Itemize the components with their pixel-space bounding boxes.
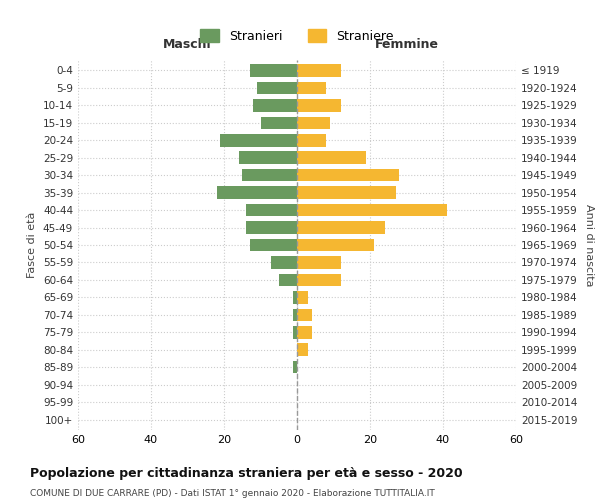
Bar	[293, 326, 297, 338]
Bar	[297, 256, 341, 268]
Bar	[279, 274, 297, 286]
Bar	[297, 291, 308, 304]
Bar	[242, 169, 297, 181]
Bar	[297, 116, 330, 129]
Bar	[293, 291, 297, 304]
Bar	[246, 204, 297, 216]
Bar	[297, 238, 374, 252]
Bar	[297, 186, 395, 199]
Bar	[293, 361, 297, 374]
Bar	[297, 152, 367, 164]
Bar	[217, 186, 297, 199]
Bar	[297, 344, 308, 356]
Y-axis label: Fasce di età: Fasce di età	[28, 212, 37, 278]
Bar	[220, 134, 297, 146]
Bar	[250, 64, 297, 77]
Bar	[271, 256, 297, 268]
Text: Maschi: Maschi	[163, 38, 212, 52]
Bar	[257, 82, 297, 94]
Bar	[260, 116, 297, 129]
Text: COMUNE DI DUE CARRARE (PD) - Dati ISTAT 1° gennaio 2020 - Elaborazione TUTTITALI: COMUNE DI DUE CARRARE (PD) - Dati ISTAT …	[30, 489, 435, 498]
Bar	[297, 64, 341, 77]
Text: Femmine: Femmine	[374, 38, 439, 52]
Bar	[297, 169, 399, 181]
Bar	[297, 308, 311, 321]
Bar	[253, 99, 297, 112]
Bar	[297, 326, 311, 338]
Bar	[297, 134, 326, 146]
Bar	[297, 274, 341, 286]
Bar	[297, 222, 385, 234]
Bar	[297, 99, 341, 112]
Bar	[293, 308, 297, 321]
Bar	[297, 204, 446, 216]
Bar	[246, 222, 297, 234]
Bar	[250, 238, 297, 252]
Legend: Stranieri, Straniere: Stranieri, Straniere	[197, 26, 398, 46]
Y-axis label: Anni di nascita: Anni di nascita	[584, 204, 594, 286]
Bar	[297, 82, 326, 94]
Text: Popolazione per cittadinanza straniera per età e sesso - 2020: Popolazione per cittadinanza straniera p…	[30, 468, 463, 480]
Bar	[239, 152, 297, 164]
